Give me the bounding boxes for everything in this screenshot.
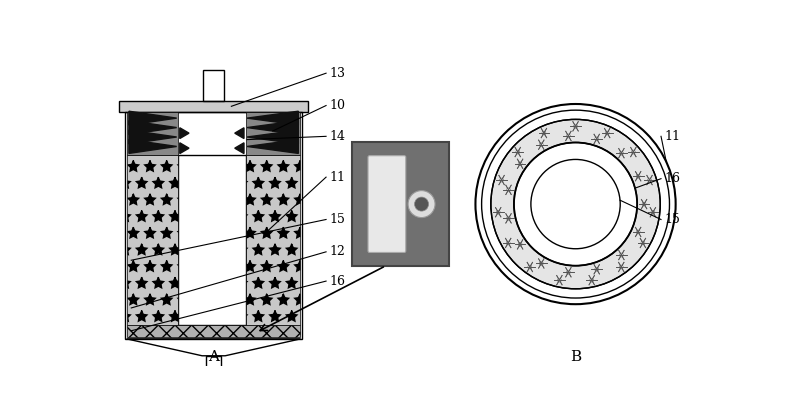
Circle shape — [606, 131, 609, 135]
Bar — [246, 155, 300, 325]
Polygon shape — [247, 130, 298, 144]
Bar — [178, 155, 246, 325]
Circle shape — [500, 178, 503, 182]
Wedge shape — [491, 119, 660, 289]
Text: 13: 13 — [329, 67, 345, 80]
Circle shape — [619, 265, 623, 269]
Circle shape — [408, 191, 435, 217]
Text: 10: 10 — [329, 99, 345, 112]
Polygon shape — [129, 139, 177, 153]
Text: 12: 12 — [329, 245, 345, 259]
Circle shape — [558, 278, 562, 282]
Circle shape — [542, 131, 546, 135]
Polygon shape — [247, 121, 298, 134]
Text: 16: 16 — [329, 275, 345, 288]
Circle shape — [566, 270, 570, 274]
Circle shape — [619, 253, 623, 257]
Circle shape — [647, 178, 651, 182]
Polygon shape — [247, 139, 298, 153]
Polygon shape — [129, 130, 177, 144]
Bar — [127, 112, 178, 155]
Circle shape — [619, 151, 623, 155]
Text: 15: 15 — [664, 213, 680, 226]
Polygon shape — [234, 143, 244, 154]
Bar — [127, 155, 178, 325]
Circle shape — [595, 267, 598, 271]
Bar — [206, 356, 222, 377]
Bar — [125, 112, 302, 339]
Circle shape — [539, 261, 543, 266]
Text: A: A — [208, 349, 219, 364]
Circle shape — [636, 230, 640, 234]
Bar — [119, 101, 308, 112]
Circle shape — [651, 210, 655, 214]
Circle shape — [636, 174, 640, 178]
Circle shape — [631, 150, 635, 154]
Bar — [246, 112, 300, 155]
Circle shape — [506, 241, 510, 245]
Circle shape — [506, 217, 510, 220]
Polygon shape — [234, 128, 244, 139]
Text: 16: 16 — [664, 172, 680, 185]
Circle shape — [642, 202, 646, 206]
Polygon shape — [180, 143, 189, 154]
Circle shape — [496, 210, 500, 214]
Circle shape — [590, 278, 594, 282]
Circle shape — [641, 241, 645, 245]
Bar — [127, 325, 300, 337]
Circle shape — [518, 242, 522, 246]
Circle shape — [539, 143, 543, 147]
Polygon shape — [180, 128, 189, 139]
Circle shape — [531, 159, 620, 249]
Text: 11: 11 — [664, 130, 680, 143]
Circle shape — [566, 134, 570, 138]
Polygon shape — [129, 111, 177, 125]
Circle shape — [528, 265, 532, 269]
FancyBboxPatch shape — [368, 156, 406, 252]
Text: 11: 11 — [329, 171, 345, 184]
Text: 14: 14 — [329, 130, 345, 143]
Circle shape — [518, 162, 522, 166]
Bar — [203, 70, 225, 101]
Circle shape — [574, 125, 578, 128]
Circle shape — [414, 197, 429, 211]
Circle shape — [506, 188, 510, 192]
Bar — [352, 143, 449, 266]
Circle shape — [516, 150, 520, 154]
Circle shape — [595, 137, 598, 141]
Text: 15: 15 — [329, 213, 345, 226]
Polygon shape — [247, 111, 298, 125]
Text: B: B — [570, 349, 581, 364]
Polygon shape — [129, 121, 177, 134]
